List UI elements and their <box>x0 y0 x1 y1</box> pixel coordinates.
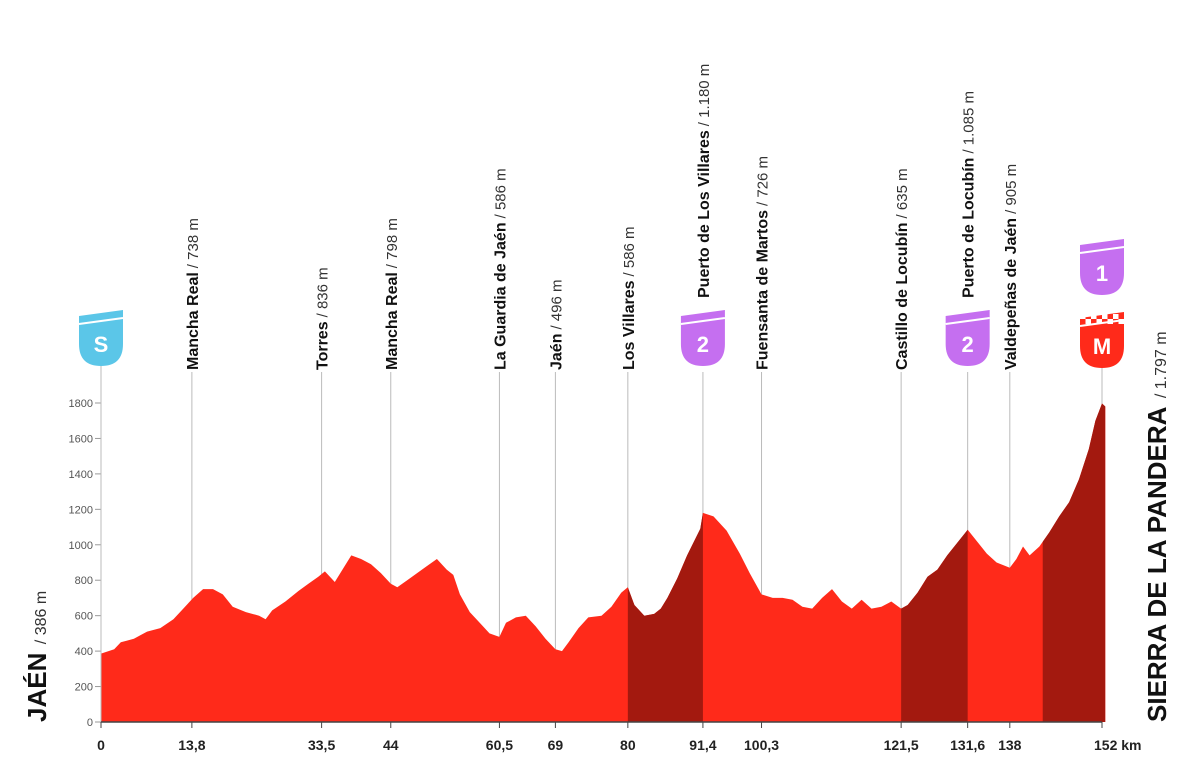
finish-altitude: / 1.797 m <box>1153 331 1170 398</box>
waypoint-label: Valdepeñas de Jaén / 905 m <box>1003 164 1020 370</box>
climb-segment <box>627 403 703 722</box>
y-tick-label: 1800 <box>69 398 93 410</box>
x-tick-label: 13,8 <box>178 737 205 753</box>
start-altitude: / 386 m <box>33 591 50 644</box>
badges: 2 2 S 1 M <box>78 239 1125 368</box>
x-tick-label: 91,4 <box>689 737 716 753</box>
x-axis: 0 13,8 33,5 44 60,5 69 80 91,4 100,3 121,5 131,6 13… <box>97 721 1141 753</box>
y-tick-label: 1600 <box>69 433 93 445</box>
waypoint-altitude: / 798 m <box>384 218 401 268</box>
waypoint-label: Puerto de Locubín / 1.085 m <box>961 91 978 298</box>
y-tick-label: 200 <box>75 682 93 694</box>
waypoint-altitude: / 635 m <box>894 168 911 218</box>
x-tick-label: 33,5 <box>308 737 335 753</box>
waypoint-altitude: / 738 m <box>185 218 202 268</box>
climb-segment <box>1042 403 1106 722</box>
waypoint-altitude: / 1.180 m <box>696 64 713 127</box>
waypoint-name: Castillo de Locubín <box>894 222 911 370</box>
waypoint-altitude: / 1.085 m <box>961 91 978 154</box>
start-label: JAÉN / 386 m <box>22 591 52 722</box>
waypoint-name: Mancha Real <box>185 272 202 370</box>
x-tick-label: 121,5 <box>884 737 919 753</box>
x-tick-label: 138 <box>998 737 1022 753</box>
finish-badge-text: M <box>1093 334 1111 359</box>
finish-category-badge-text: 1 <box>1096 261 1108 286</box>
waypoint-name: La Guardia de Jaén <box>492 222 509 370</box>
waypoint-label: Mancha Real / 798 m <box>384 218 401 370</box>
x-tick-label: 69 <box>548 737 564 753</box>
finish-name: SIERRA DE LA PANDERA <box>1142 406 1172 722</box>
y-tick-label: 0 <box>87 717 93 729</box>
category-badge: 2 <box>945 310 990 366</box>
waypoint-altitude: / 905 m <box>1003 164 1020 214</box>
finish-category-badge: 1 <box>1079 239 1125 295</box>
waypoint-label: Fuensanta de Martos / 726 m <box>755 156 772 370</box>
waypoint-label: Puerto de Los Villares / 1.180 m <box>696 64 713 298</box>
y-tick-label: 800 <box>75 575 93 587</box>
y-tick-label: 600 <box>75 611 93 623</box>
category-badge: 2 <box>680 310 726 366</box>
waypoint-label: Jaén / 496 m <box>548 280 565 371</box>
y-tick-label: 400 <box>75 646 93 658</box>
y-tick-label: 1000 <box>69 540 93 552</box>
waypoint-label: La Guardia de Jaén / 586 m <box>492 168 509 370</box>
finish-label: SIERRA DE LA PANDERA / 1.797 m <box>1142 331 1172 722</box>
x-tick-label: 100,3 <box>744 737 779 753</box>
waypoint-name: Valdepeñas de Jaén <box>1003 218 1020 370</box>
waypoint-label: Torres / 836 m <box>315 267 332 370</box>
waypoint-label: Castillo de Locubín / 635 m <box>894 168 911 370</box>
waypoint-altitude: / 586 m <box>621 226 638 276</box>
x-tick-label: 80 <box>620 737 636 753</box>
waypoint-name: Mancha Real <box>384 272 401 370</box>
waypoint-label: Los Villares / 586 m <box>621 226 638 370</box>
waypoint-name: Fuensanta de Martos <box>755 210 772 370</box>
waypoint-name: Torres <box>315 321 332 370</box>
x-tick-label: 44 <box>383 737 399 753</box>
waypoint-altitude: / 586 m <box>492 168 509 218</box>
y-tick-label: 1400 <box>69 469 93 481</box>
climb-segment <box>901 403 968 722</box>
finish-badge: M <box>1079 312 1125 368</box>
waypoint-labels: Mancha Real / 738 m Torres / 836 m Mancha Re… <box>185 64 1020 370</box>
x-tick-label: 60,5 <box>486 737 513 753</box>
x-tick-label: 131,6 <box>950 737 985 753</box>
waypoint-altitude: / 496 m <box>548 280 565 330</box>
y-axis: 0 200 400 600 800 1000 1200 1400 1600 1800 <box>69 395 102 729</box>
waypoint-label: Mancha Real / 738 m <box>185 218 202 370</box>
start-badge: S <box>78 310 124 366</box>
category-badge-text: 2 <box>697 332 709 357</box>
waypoint-name: Puerto de Los Villares <box>696 130 713 298</box>
x-tick-label: 152 km <box>1094 737 1141 753</box>
waypoint-altitude: / 836 m <box>315 267 332 317</box>
profile-area <box>101 403 1106 722</box>
waypoint-altitude: / 726 m <box>755 156 772 206</box>
y-tick-label: 1200 <box>69 504 93 516</box>
waypoint-name: Los Villares <box>621 280 638 370</box>
waypoint-name: Jaén <box>548 334 565 370</box>
elevation-profile <box>101 403 1106 722</box>
start-badge-text: S <box>94 332 109 357</box>
waypoint-name: Puerto de Locubín <box>961 158 978 298</box>
x-tick-label: 0 <box>97 737 105 753</box>
start-name: JAÉN <box>22 653 52 722</box>
category-badge-text: 2 <box>962 332 974 357</box>
